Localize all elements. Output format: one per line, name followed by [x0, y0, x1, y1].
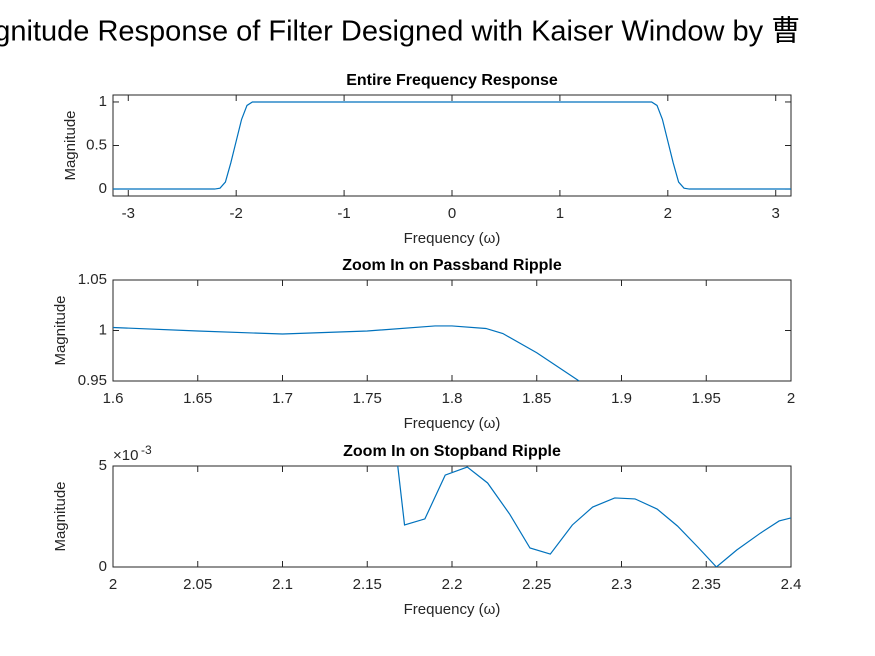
axes-title: Zoom In on Passband Ripple: [342, 257, 562, 274]
x-axis-label: Frequency (ω): [404, 415, 501, 432]
y-axis-label: Magnitude: [52, 295, 69, 365]
x-tick-label: 2.25: [522, 576, 551, 593]
x-tick-label: 1.95: [692, 390, 721, 407]
x-tick-label: 2.3: [611, 576, 632, 593]
y-tick-label: 0.5: [86, 136, 107, 153]
axes-title: Zoom In on Stopband Ripple: [343, 443, 561, 460]
y-tick-label: 0: [99, 558, 107, 575]
line: [397, 466, 791, 567]
y-exponent-base: ×10: [113, 447, 138, 464]
figure-title: Magnitude Response of Filter Designed wi…: [0, 15, 800, 48]
x-tick-label: 2: [787, 390, 795, 407]
x-tick-label: -1: [337, 205, 350, 222]
x-tick-label: 1: [556, 205, 564, 222]
y-axis-label: Magnitude: [62, 110, 79, 180]
x-tick-label: 1.75: [353, 390, 382, 407]
x-tick-label: -3: [122, 205, 135, 222]
x-tick-label: 1.85: [522, 390, 551, 407]
x-tick-label: 2: [664, 205, 672, 222]
y-tick-label: 5: [99, 457, 107, 474]
x-tick-label: 2: [109, 576, 117, 593]
plot-area: [397, 466, 791, 567]
y-tick-label: 1.05: [78, 271, 107, 288]
x-tick-label: 3: [772, 205, 780, 222]
line: [113, 325, 580, 381]
y-exponent-power: -3: [141, 443, 152, 457]
y-tick-label: 1: [99, 93, 107, 110]
x-axis-label: Frequency (ω): [404, 601, 501, 618]
y-tick-label: 1: [99, 321, 107, 338]
plot-area: [113, 101, 791, 190]
axes-title: Entire Frequency Response: [346, 72, 558, 89]
x-tick-label: 0: [448, 205, 456, 222]
y-tick-label: 0: [99, 180, 107, 197]
y-axis-label: Magnitude: [52, 481, 69, 551]
x-tick-label: 2.05: [183, 576, 212, 593]
x-tick-label: 2.4: [781, 576, 802, 593]
plot-area: [113, 325, 580, 381]
x-tick-label: 1.6: [103, 390, 124, 407]
x-tick-label: 1.9: [611, 390, 632, 407]
x-axis-label: Frequency (ω): [404, 230, 501, 247]
x-tick-label: 2.35: [692, 576, 721, 593]
y-tick-label: 0.95: [78, 372, 107, 389]
x-tick-label: 2.15: [353, 576, 382, 593]
line: [113, 101, 791, 190]
x-tick-label: 1.65: [183, 390, 212, 407]
x-tick-label: -2: [230, 205, 243, 222]
x-tick-label: 1.8: [442, 390, 463, 407]
x-tick-label: 2.1: [272, 576, 293, 593]
x-tick-label: 2.2: [442, 576, 463, 593]
x-tick-label: 1.7: [272, 390, 293, 407]
